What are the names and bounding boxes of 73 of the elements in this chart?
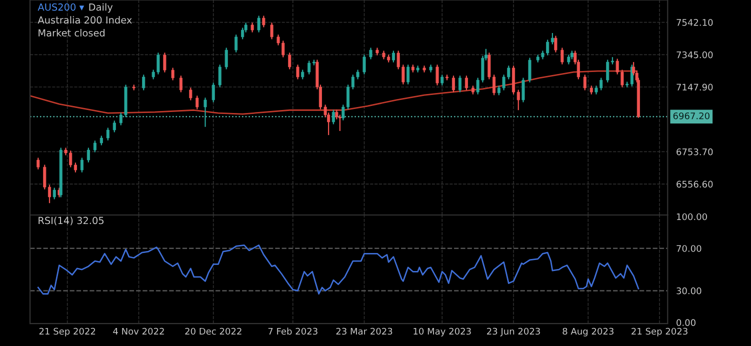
x-tick-label: 8 Aug 2023: [562, 328, 614, 336]
line-series: [37, 244, 640, 295]
y-tick-label: 7345.00: [676, 51, 713, 58]
candlestick: [288, 52, 292, 70]
candlestick: [257, 15, 260, 33]
candlestick: [142, 74, 146, 91]
candlestick: [522, 77, 525, 103]
candlestick: [458, 75, 462, 93]
candlestick: [212, 82, 215, 103]
candlestick: [250, 22, 254, 33]
candlestick: [36, 157, 40, 170]
candlestick: [86, 147, 90, 163]
candlestick: [262, 15, 266, 28]
candlestick: [332, 109, 335, 125]
candlestick: [554, 35, 558, 53]
candlestick: [338, 114, 342, 132]
y-tick-label: 0.00: [676, 319, 696, 326]
candlestick: [189, 87, 192, 101]
candlestick: [296, 64, 300, 80]
candlestick: [440, 74, 444, 86]
candlestick: [163, 52, 166, 73]
candlestick: [301, 69, 304, 80]
candlestick: [112, 120, 116, 133]
candlestick: [406, 64, 410, 85]
candlestick: [528, 57, 532, 83]
y-tick-label: 7542.10: [676, 19, 713, 26]
candlestick: [93, 140, 96, 153]
x-tick-label: 21 Sep 2022: [39, 328, 96, 336]
y-tick-label: 70.00: [676, 245, 702, 252]
x-tick-label: 23 Jun 2023: [487, 328, 540, 336]
x-tick-label: 10 May 2023: [414, 328, 471, 336]
annotation: Market closed: [38, 29, 105, 37]
x-tick-label: 20 Dec 2022: [185, 328, 242, 335]
candlestick: [550, 32, 554, 45]
chart-title: RSI(14) 32.05: [38, 216, 104, 226]
candlestick: [171, 67, 174, 81]
x-tick-label: 7 Feb 2023: [268, 328, 318, 335]
candlestick: [516, 89, 520, 111]
candlestick: [270, 22, 274, 40]
annotation: Australia 200 Index: [38, 16, 132, 24]
candlestick: [179, 75, 182, 93]
candlestick: [106, 127, 110, 141]
y-tick-label: 100.00: [676, 213, 707, 220]
candlestick: [234, 34, 238, 53]
candlestick: [218, 64, 222, 88]
candlestick: [100, 135, 103, 146]
candlestick: [436, 64, 439, 86]
chart-title: AUS200 ▾: [38, 3, 84, 11]
candlestick: [80, 157, 84, 173]
candlestick: [74, 162, 77, 173]
y-tick-label: 30.00: [676, 287, 702, 294]
x-tick-label: 4 Nov 2022: [113, 328, 164, 335]
candlestick: [567, 54, 570, 65]
candlestick: [606, 59, 610, 83]
x-tick-label: 23 Mar 2023: [336, 328, 392, 335]
candlestick: [464, 75, 468, 91]
y-tick-label: 6753.70: [676, 148, 713, 156]
x-tick-label: 21 Sep 2023: [632, 328, 688, 336]
candlestick: [392, 50, 395, 63]
y-tick-label: 6556.60: [676, 180, 713, 188]
candlestick: [362, 54, 366, 75]
ref-line-label: 6967.20: [673, 112, 710, 120]
candlestick: [52, 187, 56, 200]
chart-subtitle: Daily: [89, 3, 113, 13]
candlestick: [452, 75, 455, 93]
candlestick: [224, 47, 228, 70]
candlestick: [204, 97, 207, 128]
candlestick: [196, 95, 199, 110]
y-tick-label: 7147.90: [676, 84, 713, 91]
candlestick: [560, 47, 564, 65]
candlestick: [583, 74, 586, 91]
candlestick: [369, 47, 372, 60]
candlestick: [308, 60, 311, 75]
